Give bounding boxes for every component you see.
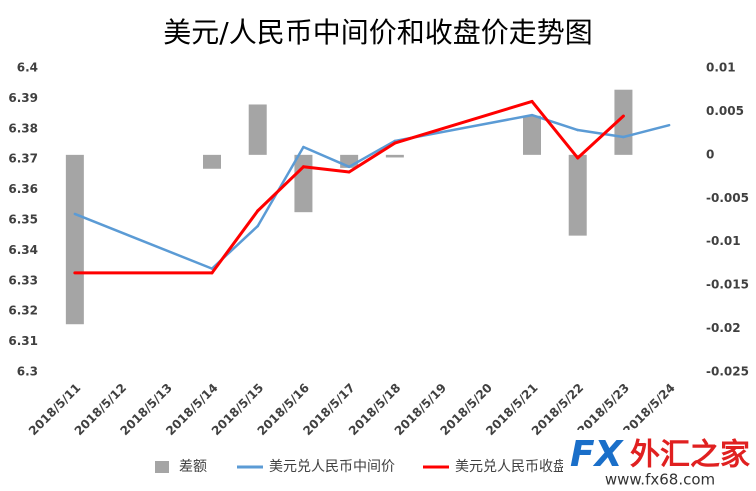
legend-label: 美元兑人民币收盘价 — [455, 458, 581, 475]
y2-tick-label: -0.02 — [706, 321, 741, 335]
y-tick-label: 6.32 — [8, 304, 38, 318]
bar — [65, 154, 84, 325]
bar — [203, 154, 221, 169]
y2-tick-label: 0.01 — [706, 61, 736, 75]
bar — [294, 154, 313, 213]
line-segment — [622, 123, 671, 139]
y2-tick-label: 0 — [706, 147, 714, 161]
logo-brand: FX — [570, 434, 625, 475]
line-segment — [393, 99, 534, 145]
line-segment — [576, 114, 625, 160]
line-segment — [301, 165, 351, 174]
bar — [523, 115, 541, 155]
y-tick-label: 6.3 — [17, 365, 38, 379]
y-tick-label: 6.36 — [8, 182, 38, 196]
line-segment — [256, 165, 305, 213]
legend-label: 差额 — [179, 459, 207, 475]
y-tick-label: 6.33 — [8, 273, 38, 287]
line-segment — [530, 99, 580, 160]
logo-box — [563, 430, 756, 491]
bar — [614, 89, 633, 155]
line-segment — [210, 209, 260, 275]
y-tick-label: 6.4 — [17, 61, 38, 75]
bar — [248, 104, 267, 155]
line-segment — [73, 212, 214, 270]
line-segment — [347, 141, 397, 174]
y-tick-label: 6.37 — [8, 152, 38, 166]
bar — [568, 154, 587, 236]
y2-tick-label: -0.015 — [706, 278, 749, 292]
logo-url: www.fx68.com — [605, 471, 715, 489]
chart-title: 美元/人民币中间价和收盘价走势图 — [163, 16, 592, 49]
y-tick-label: 6.39 — [8, 91, 38, 105]
line-segment — [530, 113, 579, 132]
legend-swatch — [155, 461, 169, 473]
line-segment — [576, 128, 625, 139]
bar — [385, 154, 404, 158]
logo-name: 外汇之家 — [630, 438, 750, 473]
y2-tick-label: 0.005 — [706, 104, 744, 118]
line-segment — [302, 145, 351, 169]
y2-tick-label: -0.005 — [706, 191, 749, 205]
y2-tick-label: -0.01 — [706, 234, 741, 248]
line-segment — [256, 145, 305, 228]
y2-tick-label: -0.025 — [706, 365, 749, 379]
y-tick-label: 6.35 — [8, 213, 38, 227]
y-tick-label: 6.38 — [8, 121, 38, 135]
legend-label: 美元兑人民币中间价 — [269, 459, 395, 475]
y-tick-label: 6.34 — [8, 243, 38, 257]
y-tick-label: 6.31 — [8, 334, 38, 348]
line-segment — [347, 139, 397, 169]
